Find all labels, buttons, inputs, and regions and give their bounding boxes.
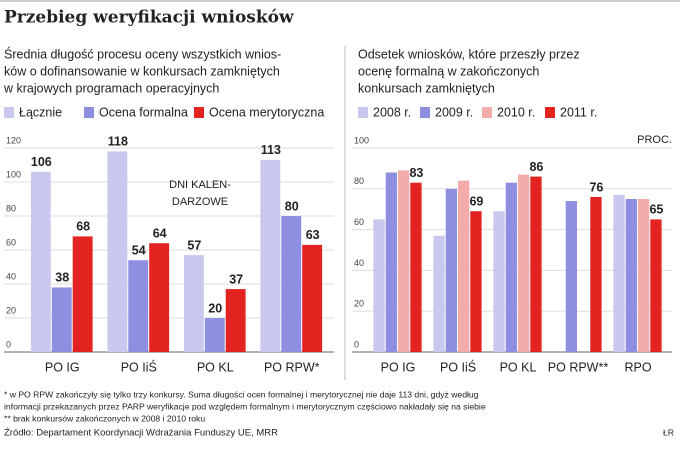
subtitle: Średnia długość procesu oceny wszystkich…	[4, 46, 281, 61]
legend-swatch	[420, 107, 430, 118]
bar	[72, 236, 93, 352]
annotation: DARZOWE	[172, 196, 228, 208]
bar	[410, 182, 422, 352]
data-label: 54	[132, 243, 146, 257]
title: Przebieg weryfikacji wniosków	[4, 8, 294, 28]
x-tick-label: PO KL	[197, 360, 234, 374]
data-label: 37	[229, 272, 243, 286]
bar	[225, 289, 246, 352]
data-label: 118	[108, 135, 128, 149]
data-label: 113	[261, 143, 281, 157]
data-label: 20	[208, 301, 222, 315]
bar	[373, 219, 385, 352]
x-tick-label: PO IG	[45, 360, 80, 374]
y-tick-label: 0	[6, 339, 11, 349]
x-tick-label: RPO	[624, 360, 651, 374]
footnote: informacji przekazanych przez PARP weryf…	[4, 401, 486, 411]
data-label: 57	[187, 238, 201, 252]
bar	[128, 260, 149, 352]
credit: ŁR	[663, 427, 674, 437]
bar	[51, 287, 72, 352]
legend-swatch	[482, 107, 492, 118]
subtitle: ków o dofinansowanie w konkursach zamkni…	[4, 64, 280, 78]
data-label: 76	[589, 180, 603, 194]
bar	[260, 159, 281, 352]
bar	[470, 211, 482, 352]
bar	[149, 243, 170, 352]
y-tick-label: 100	[354, 135, 369, 145]
data-label: 38	[55, 271, 69, 285]
legend-swatch	[84, 107, 94, 118]
y-tick-label: 120	[6, 135, 21, 145]
data-label: 83	[409, 166, 423, 180]
source: Źródło: Departament Koordynacji Wdrażani…	[4, 428, 278, 439]
legend-label: Łącznie	[19, 105, 62, 119]
data-label: 80	[285, 199, 299, 213]
legend-label: 2009 r.	[435, 105, 473, 119]
footnote: * w PO RPW zakończyły się tylko trzy kon…	[4, 389, 479, 399]
bar	[638, 199, 650, 352]
bar	[493, 211, 505, 352]
y-tick-label: 60	[6, 237, 16, 247]
subtitle: Odsetek wniosków, które przeszły przez	[358, 47, 580, 61]
bar	[625, 199, 637, 352]
legend-swatch	[4, 107, 14, 118]
legend-swatch	[194, 107, 204, 118]
bar	[30, 171, 51, 352]
y-tick-label: 40	[6, 271, 16, 281]
legend-swatch	[545, 107, 555, 118]
data-label: 69	[469, 195, 483, 209]
subtitle: ocenę formalną w zakończonych	[358, 64, 539, 78]
y-tick-label: 40	[354, 258, 364, 268]
y-tick-label: 20	[6, 305, 16, 315]
x-tick-label: PO RPW**	[548, 360, 609, 374]
bar	[281, 216, 302, 352]
legend-label: 2010 r.	[497, 105, 535, 119]
data-label: 68	[76, 220, 90, 234]
x-tick-label: PO RPW*	[264, 360, 320, 374]
x-tick-label: PO IiŚ	[121, 359, 157, 374]
footnote: ** brak konkursów zakończonych w 2008 i …	[4, 413, 205, 423]
y-tick-label: 60	[354, 217, 364, 227]
x-tick-label: PO IiŚ	[440, 359, 476, 374]
x-tick-label: PO IG	[381, 360, 416, 374]
y-tick-label: 80	[354, 176, 364, 186]
annotation: PROC.	[637, 134, 672, 146]
data-label: 86	[529, 160, 543, 174]
bar	[398, 170, 410, 352]
subtitle: w krajowych programach operacyjnych	[3, 81, 219, 95]
bar	[458, 180, 470, 352]
y-tick-label: 20	[354, 299, 364, 309]
bar	[302, 244, 323, 352]
bar	[518, 174, 530, 352]
bar	[565, 201, 577, 352]
data-label: 106	[31, 155, 52, 169]
legend-swatch	[358, 107, 368, 118]
annotation: DNI KALEN-	[169, 179, 231, 191]
bar	[183, 255, 204, 352]
data-label: 65	[649, 203, 663, 217]
bar	[107, 151, 128, 352]
bar	[385, 172, 397, 352]
bar	[613, 194, 625, 352]
legend-label: Ocena formalna	[99, 105, 188, 119]
bar	[530, 176, 542, 352]
data-label: 63	[306, 228, 320, 242]
legend-label: Ocena merytoryczna	[209, 105, 324, 119]
bar	[650, 219, 662, 352]
data-label: 64	[153, 226, 167, 240]
bar	[445, 188, 457, 352]
y-tick-label: 0	[354, 339, 359, 349]
bar	[505, 182, 517, 352]
bar	[433, 235, 445, 352]
y-tick-label: 100	[6, 169, 21, 179]
bar	[204, 318, 225, 352]
x-tick-label: PO KL	[500, 360, 537, 374]
legend-label: 2011 r.	[560, 105, 597, 119]
subtitle: konkursach zamkniętych	[358, 81, 495, 95]
bar	[590, 196, 602, 352]
legend-label: 2008 r.	[373, 105, 411, 119]
y-tick-label: 80	[6, 203, 16, 213]
